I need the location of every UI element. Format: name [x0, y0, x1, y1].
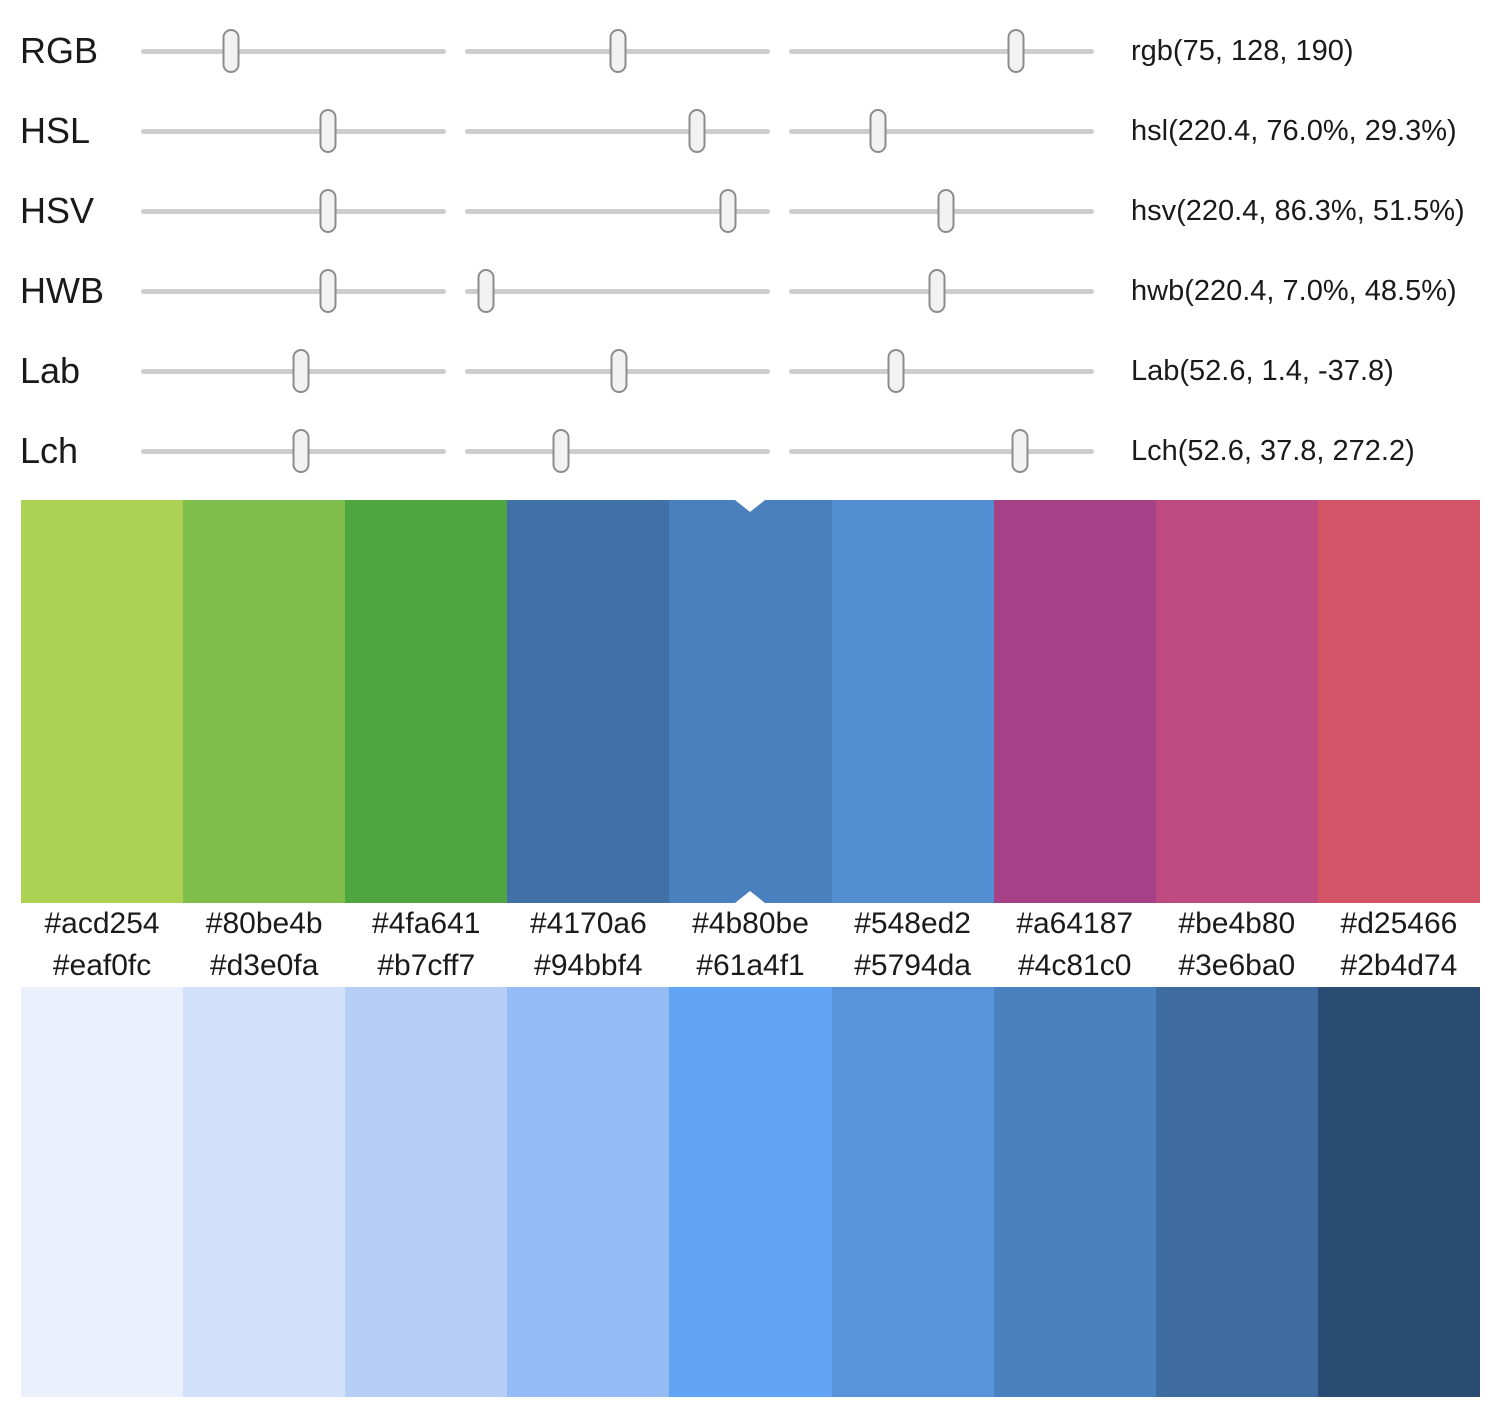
shade-hex-label-row: #eaf0fc #d3e0fa #b7cff7 #94bbf4 #61a4f1 #5794… [21, 945, 1480, 987]
slider-handle-hsl-0[interactable] [319, 109, 337, 153]
slider-track-rgb-1[interactable] [465, 29, 770, 73]
shade-swatch-hex-label-4: #61a4f1 [696, 949, 805, 982]
slider-handle-rgb-0[interactable] [222, 29, 240, 73]
slider-track-hsl-0[interactable] [141, 109, 446, 153]
shade-swatch-8[interactable] [1317, 987, 1480, 1397]
slider-track-rgb-0[interactable] [141, 29, 446, 73]
slider-handle-hwb-1[interactable] [477, 269, 495, 313]
slider-handle-lch-0[interactable] [292, 429, 310, 473]
slider-track-rgb-2[interactable] [789, 29, 1094, 73]
slider-track-hwb-2[interactable] [789, 269, 1094, 313]
shade-swatch-2[interactable] [345, 987, 508, 1397]
color-value-text: Lab(52.6, 1.4, -37.8) [1131, 354, 1394, 387]
slider-handle-lch-1[interactable] [552, 429, 570, 473]
slider-handle-hsv-0[interactable] [319, 189, 337, 233]
slider-track-hsv-0[interactable] [141, 189, 446, 233]
shade-swatch-hex-label-2: #b7cff7 [377, 949, 476, 982]
slider-track-lch-0[interactable] [141, 429, 446, 473]
hue-swatch-6[interactable] [993, 500, 1156, 903]
slider-track-lch-1[interactable] [465, 429, 770, 473]
slider-handle-rgb-2[interactable] [1007, 29, 1025, 73]
hue-swatch-8[interactable] [1317, 500, 1480, 903]
slider-handle-hwb-0[interactable] [319, 269, 337, 313]
color-value-text: Lch(52.6, 37.8, 272.2) [1131, 434, 1415, 467]
hue-swatch-1[interactable] [183, 500, 346, 903]
hue-swatch-hex-label-3: #4170a6 [529, 907, 647, 940]
slider-handle-hwb-2[interactable] [928, 269, 946, 313]
colorspace-label: Lab [20, 350, 81, 391]
slider-track-hwb-0[interactable] [141, 269, 446, 313]
shade-swatch-hex-label-5: #5794da [854, 949, 971, 982]
color-value-text: hsl(220.4, 76.0%, 29.3%) [1131, 114, 1457, 147]
hue-swatch-hex-label-1: #80be4b [205, 907, 323, 940]
shade-swatch-hex-label-7: #3e6ba0 [1178, 949, 1296, 982]
color-value-text: hsv(220.4, 86.3%, 51.5%) [1131, 194, 1465, 227]
hue-palette [21, 500, 1480, 903]
colorspace-label: HSL [20, 110, 91, 151]
slider-track-hwb-1[interactable] [465, 269, 770, 313]
hue-swatch-7[interactable] [1155, 500, 1318, 903]
selected-swatch-notch-bottom-icon [735, 891, 766, 903]
hue-swatch-hex-label-5: #548ed2 [854, 907, 971, 940]
colorspace-label: HSV [20, 190, 95, 231]
colorspace-label: RGB [20, 30, 99, 71]
slider-handle-hsv-1[interactable] [719, 189, 737, 233]
slider-handle-hsv-2[interactable] [937, 189, 955, 233]
colorspace-label: HWB [20, 270, 104, 311]
shade-palette [21, 987, 1480, 1397]
slider-row-hwb: HWB hwb(220.4, 7.0%, 48.5%) [0, 251, 1501, 331]
hue-swatch-hex-label-4: #4b80be [692, 907, 809, 940]
shade-swatch-5[interactable] [831, 987, 994, 1397]
slider-handle-lab-0[interactable] [292, 349, 310, 393]
slider-track-lab-2[interactable] [789, 349, 1094, 393]
hue-swatch-0[interactable] [21, 500, 184, 903]
slider-section: RGB rgb(75, 128, 190) HSL hsl(220.4, 76.… [0, 0, 1501, 491]
shade-swatch-0[interactable] [21, 987, 184, 1397]
slider-handle-rgb-1[interactable] [609, 29, 627, 73]
color-value-text: rgb(75, 128, 190) [1131, 34, 1354, 67]
slider-row-rgb: RGB rgb(75, 128, 190) [0, 11, 1501, 91]
hue-swatch-2[interactable] [345, 500, 508, 903]
shade-swatch-hex-label-3: #94bbf4 [534, 949, 643, 982]
slider-track-lab-0[interactable] [141, 349, 446, 393]
slider-handle-hsl-2[interactable] [869, 109, 887, 153]
hue-swatch-hex-label-2: #4fa641 [372, 907, 481, 940]
slider-row-hsv: HSV hsv(220.4, 86.3%, 51.5%) [0, 171, 1501, 251]
hue-swatch-hex-label-6: #a64187 [1016, 907, 1134, 940]
hue-swatch-4[interactable] [669, 500, 832, 903]
slider-handle-lab-2[interactable] [887, 349, 905, 393]
shade-swatch-6[interactable] [993, 987, 1156, 1397]
selected-swatch-notch-top-icon [735, 500, 766, 512]
slider-row-lch: Lch Lch(52.6, 37.8, 272.2) [0, 411, 1501, 491]
slider-track-hsl-2[interactable] [789, 109, 1094, 153]
shade-swatch-hex-label-8: #2b4d74 [1340, 949, 1458, 982]
slider-track-hsl-1[interactable] [465, 109, 770, 153]
slider-track-lab-1[interactable] [465, 349, 770, 393]
shade-swatch-1[interactable] [183, 987, 346, 1397]
shade-swatch-3[interactable] [507, 987, 670, 1397]
hue-swatch-hex-label-0: #acd254 [44, 907, 160, 940]
slider-row-hsl: HSL hsl(220.4, 76.0%, 29.3%) [0, 91, 1501, 171]
slider-row-lab: Lab Lab(52.6, 1.4, -37.8) [0, 331, 1501, 411]
hue-hex-label-row: #acd254 #80be4b #4fa641 #4170a6 #4b80be #548e… [21, 903, 1480, 945]
colorspace-label: Lch [20, 430, 79, 471]
shade-swatch-4[interactable] [669, 987, 832, 1397]
shade-swatch-hex-label-0: #eaf0fc [52, 949, 152, 982]
hue-swatch-hex-label-7: #be4b80 [1178, 907, 1296, 940]
slider-track-lch-2[interactable] [789, 429, 1094, 473]
color-value-text: hwb(220.4, 7.0%, 48.5%) [1131, 274, 1457, 307]
hue-swatch-3[interactable] [507, 500, 670, 903]
hue-swatch-hex-label-8: #d25466 [1340, 907, 1458, 940]
slider-handle-lab-1[interactable] [610, 349, 628, 393]
slider-handle-lch-2[interactable] [1011, 429, 1029, 473]
hue-swatch-5[interactable] [831, 500, 994, 903]
shade-swatch-hex-label-6: #4c81c0 [1017, 949, 1132, 982]
slider-track-hsv-1[interactable] [465, 189, 770, 233]
shade-swatch-7[interactable] [1155, 987, 1318, 1397]
shade-swatch-hex-label-1: #d3e0fa [209, 949, 319, 982]
slider-handle-hsl-1[interactable] [688, 109, 706, 153]
slider-track-hsv-2[interactable] [789, 189, 1094, 233]
